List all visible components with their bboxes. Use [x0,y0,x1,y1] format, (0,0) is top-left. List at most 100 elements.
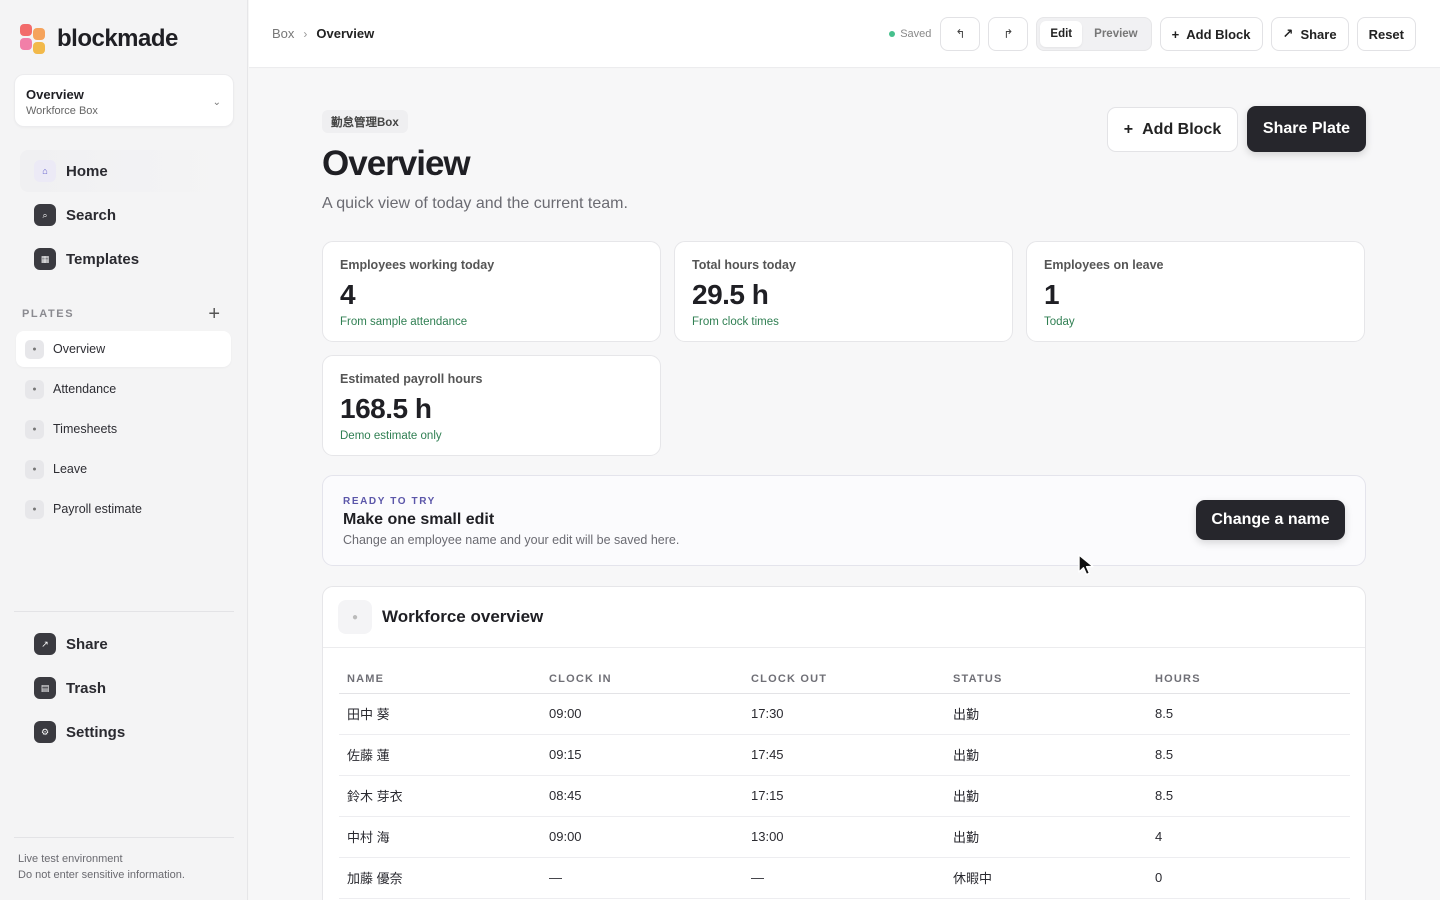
cell-clock-out[interactable]: 13:00 [743,816,945,858]
cell-status[interactable]: 出勤 [945,775,1147,817]
plate-item-attendance[interactable]: ● Attendance [16,371,231,407]
plate-item-payroll-estimate[interactable]: ● Payroll estimate [16,491,231,527]
chevron-down-icon: ⌄ [212,97,221,108]
cell-clock-out[interactable]: 17:45 [743,734,945,776]
add-block-label: Add Block [1186,26,1251,42]
logo[interactable]: blockmade [20,24,178,54]
redo-button[interactable]: ↱ [988,17,1029,51]
table-row[interactable]: 鈴木 芽衣 08:45 17:15 出勤 8.5 [339,775,1350,817]
plate-item-overview[interactable]: ● Overview [16,331,231,367]
cell-hours[interactable]: 4 [1147,816,1350,858]
column-header-hours[interactable]: HOURS [1147,663,1350,694]
add-block-button[interactable]: + Add Block [1159,17,1263,51]
page-subtitle: A quick view of today and the current te… [322,195,628,212]
share-plate-button[interactable]: Share Plate [1247,106,1366,152]
plate-label: Attendance [53,382,117,396]
stat-caption: Today [1044,316,1075,328]
stat-label: Estimated payroll hours [340,372,483,386]
plate-icon: ● [25,499,44,519]
cell-clock-out[interactable]: — [743,857,945,899]
sidebar-item-share[interactable]: ↗ Share [20,623,228,665]
stat-label: Employees on leave [1044,258,1164,272]
environment-notice-line: Live test environment [18,853,123,865]
breadcrumb-item-box[interactable]: Box [272,26,295,41]
workforce-table: NAME CLOCK IN CLOCK OUT STATUS HOURS 田中 … [339,663,1350,899]
cell-clock-in[interactable]: 08:45 [541,775,743,817]
cell-status[interactable]: 出勤 [945,734,1147,776]
sidebar-item-settings[interactable]: ⚙ Settings [20,711,228,753]
reset-button[interactable]: Reset [1356,17,1416,51]
sidebar-item-templates[interactable]: ▦ Templates [20,238,228,280]
plate-icon: ● [25,339,44,359]
table-row[interactable]: 加藤 優奈 — — 休暇中 0 [339,857,1350,899]
cell-name[interactable]: 中村 海 [339,816,541,858]
add-block-label: Add Block [1142,120,1222,138]
cell-hours[interactable]: 8.5 [1147,734,1350,776]
change-a-name-button[interactable]: Change a name [1196,500,1345,540]
home-icon: ⌂ [34,160,56,182]
settings-icon: ⚙ [34,721,56,743]
cell-name[interactable]: 加藤 優奈 [339,857,541,899]
cell-clock-out[interactable]: 17:30 [743,693,945,735]
column-header-clock-in[interactable]: CLOCK IN [541,663,743,694]
share-label: Share [1300,26,1337,42]
table-row[interactable]: 中村 海 09:00 13:00 出勤 4 [339,816,1350,858]
column-header-clock-out[interactable]: CLOCK OUT [743,663,945,694]
main-content: 勤怠管理Box Overview A quick view of today a… [249,69,1440,900]
search-icon: ⌕ [34,204,56,226]
sidebar-item-trash[interactable]: ▤ Trash [20,667,228,709]
cell-clock-in[interactable]: 09:00 [541,693,743,735]
table-card-header: ● Workforce overview [323,587,1365,648]
cell-hours[interactable]: 8.5 [1147,775,1350,817]
add-plate-icon[interactable]: + [208,303,220,325]
plate-item-timesheets[interactable]: ● Timesheets [16,411,231,447]
banner-description: Change an employee name and your edit wi… [343,533,680,547]
plate-icon: ● [25,419,44,439]
plus-icon: + [1123,120,1134,138]
plates-list: ● Overview ● Attendance ● Timesheets ● L… [16,331,231,531]
column-header-name[interactable]: NAME [339,663,541,694]
cell-name[interactable]: 鈴木 芽衣 [339,775,541,817]
share-button[interactable]: ↗ Share [1270,17,1349,51]
cell-hours[interactable]: 0 [1147,857,1350,899]
stat-card-leave[interactable]: Employees on leave 1 Today [1026,241,1365,342]
cell-status[interactable]: 出勤 [945,816,1147,858]
top-bar: Box › Overview Saved ↰ ↱ Edit Preview + … [249,0,1440,68]
plates-heading: PLATES [22,308,75,320]
cell-status[interactable]: 出勤 [945,693,1147,735]
sidebar-item-label: Search [66,206,117,224]
banner-title: Make one small edit [343,511,495,528]
sidebar-item-home[interactable]: ⌂ Home [20,150,228,192]
mode-edit-button[interactable]: Edit [1040,21,1083,47]
mode-preview-button[interactable]: Preview [1094,28,1138,40]
stat-card-payroll[interactable]: Estimated payroll hours 168.5 h Demo est… [322,355,661,456]
plate-item-leave[interactable]: ● Leave [16,451,231,487]
stat-card-working[interactable]: Employees working today 4 From sample at… [322,241,661,342]
cell-clock-out[interactable]: 17:15 [743,775,945,817]
plate-label: Leave [53,462,88,476]
table-title: Workforce overview [382,607,544,626]
cell-clock-in[interactable]: 09:00 [541,816,743,858]
save-status-label: Saved [900,28,932,40]
plus-icon: + [1171,26,1180,42]
sidebar-item-label: Home [66,162,108,180]
stat-card-hours[interactable]: Total hours today 29.5 h From clock time… [674,241,1013,342]
cell-clock-in[interactable]: 09:15 [541,734,743,776]
stat-caption: Demo estimate only [340,430,442,442]
sidebar-item-search[interactable]: ⌕ Search [20,194,228,236]
cell-name[interactable]: 佐藤 蓮 [339,734,541,776]
cell-hours[interactable]: 8.5 [1147,693,1350,735]
add-block-button-header[interactable]: + Add Block [1107,107,1238,152]
cell-name[interactable]: 田中 葵 [339,693,541,735]
table-row[interactable]: 田中 葵 09:00 17:30 出勤 8.5 [339,693,1350,735]
cell-clock-in[interactable]: — [541,857,743,899]
stat-value: 168.5 h [340,393,432,424]
column-header-status[interactable]: STATUS [945,663,1147,694]
mode-toggle: Edit Preview [1036,17,1152,51]
plate-label: Overview [53,342,106,356]
cell-status[interactable]: 休暇中 [945,857,1147,899]
sidebar-item-label: Share [66,635,108,653]
box-switcher[interactable]: Overview Workforce Box ⌄ [14,74,234,127]
table-row[interactable]: 佐藤 蓮 09:15 17:45 出勤 8.5 [339,734,1350,776]
undo-button[interactable]: ↰ [940,17,981,51]
